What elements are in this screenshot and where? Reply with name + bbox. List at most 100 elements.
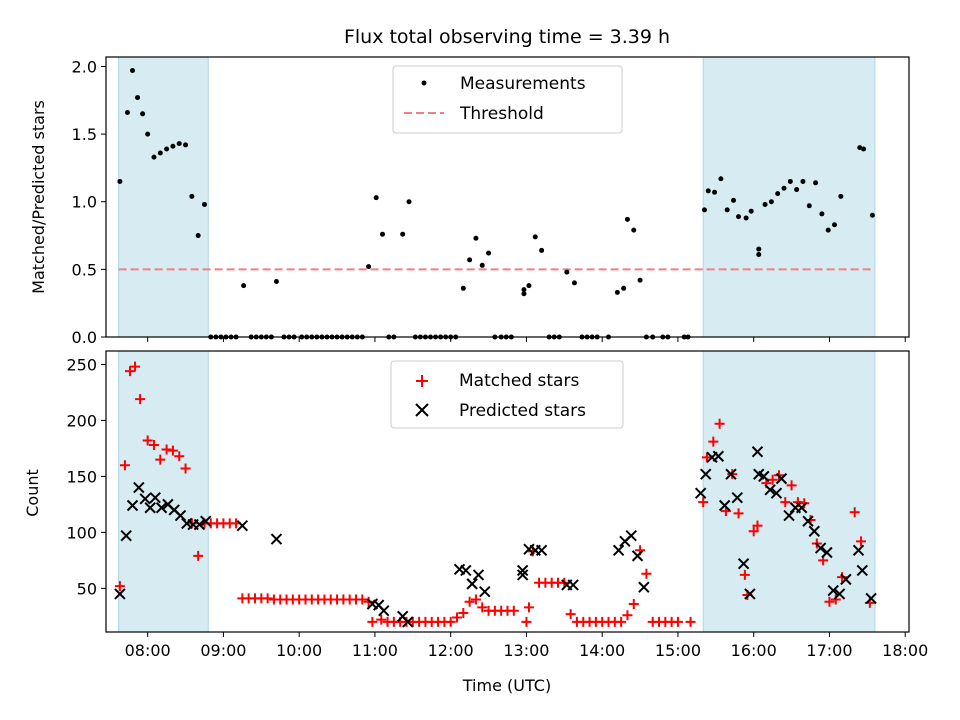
matched-point-100 [748,526,759,537]
measurement-point-70 [521,291,527,297]
x-tick-label-4: 12:00 [428,641,474,660]
measurement-point-0 [117,178,123,184]
measurement-point-111 [794,187,800,193]
matched-point-4 [135,394,146,405]
measurement-point-114 [813,180,819,186]
matched-point-2 [124,366,135,377]
predicted-point-53 [775,472,788,485]
y-tick-label-3: 1.5 [72,125,97,144]
matched-point-98 [739,569,750,580]
y-tick-label-2: 1.0 [72,193,97,212]
measurement-point-72 [532,234,538,240]
measurement-point-116 [825,227,831,233]
measurement-point-106 [762,201,768,207]
y-tick-label-0: 0.0 [72,328,97,347]
shaded-region-0 [118,350,209,633]
x-tick-label-2: 10:00 [276,641,322,660]
matched-point-39 [357,594,368,605]
predicted-point-28 [516,569,529,581]
predicted-point-33 [567,579,579,591]
measurement-point-2 [130,68,136,74]
predicted-point-2 [126,499,139,512]
shaded-region-0 [118,56,209,338]
measurement-point-120 [861,146,867,152]
y-tick-label-4: 2.0 [72,57,97,76]
measurement-point-112 [800,178,806,184]
matched-point-1 [119,460,130,471]
matched-point-56 [464,596,475,607]
predicted-point-58 [808,525,821,537]
matched-point-57 [470,594,481,605]
y-tick-label-1: 0.5 [72,260,97,279]
measurement-point-86 [624,216,630,222]
measurement-point-50 [406,199,412,205]
measurement-point-45 [373,195,379,201]
matched-point-80 [616,616,627,627]
matched-point-82 [628,599,639,610]
bottom-axes-frame [105,350,910,633]
legend-measurements-label: Measurements [460,74,586,94]
measurement-point-13 [195,233,201,239]
matched-point-90 [685,616,696,627]
predicted-point-64 [852,544,865,556]
predicted-point-48 [751,446,764,458]
matched-point-92 [701,452,712,463]
measurement-point-78 [571,280,577,286]
measurement-point-108 [775,191,781,197]
measurement-point-107 [768,199,774,205]
predicted-point-56 [795,502,808,514]
x-tick-label-0: 08:00 [125,641,171,660]
predicted-point-13 [193,518,206,531]
top-y-axis-label: Matched/Predicted stars [29,100,48,294]
predicted-point-34 [612,544,625,556]
bottom-data-points [114,361,877,628]
measurement-point-6 [151,154,157,160]
y-tick-label-4: 250 [66,355,97,374]
measurement-point-113 [806,203,812,209]
matched-point-93 [708,436,719,447]
matched-point-9 [167,445,178,456]
legend-predicted-label: Predicted stars [459,401,586,421]
x-tick-label-8: 16:00 [731,641,777,660]
predicted-point-52 [770,487,783,499]
shaded-region-1 [702,56,876,338]
legend-measurements-marker [421,80,427,86]
predicted-point-62 [833,588,846,600]
predicted-point-54 [783,509,795,522]
matched-point-40 [363,596,374,607]
measurement-point-95 [701,207,707,213]
measurement-point-97 [712,189,718,195]
measurement-point-85 [621,285,627,291]
measurement-point-84 [614,289,620,295]
bottom-panel: 50 100 150 200 250 08:00 09:00 10:00 11:00 12:00 1… [23,350,928,695]
predicted-point-25 [472,569,485,581]
measurement-point-118 [838,193,844,199]
predicted-point-39 [694,487,707,499]
y-tick-label-2: 150 [66,467,97,486]
predicted-point-46 [737,558,750,570]
top-legend-box [392,65,623,134]
predicted-point-45 [731,491,743,504]
matched-point-81 [622,610,633,621]
x-tick-label-7: 15:00 [655,641,701,660]
y-tick-label-0: 50 [77,579,97,598]
predicted-point-1 [120,530,132,542]
predicted-point-51 [764,484,776,496]
measurement-point-110 [787,178,793,184]
matched-point-72 [565,609,576,620]
x-tick-label-3: 11:00 [352,641,398,660]
measurement-point-88 [637,277,643,283]
measurement-point-117 [832,222,838,228]
matched-point-91 [698,497,709,508]
measurement-point-87 [631,227,637,233]
predicted-point-23 [460,564,472,577]
predicted-point-16 [270,533,283,545]
predicted-point-21 [402,616,414,628]
measurement-point-12 [189,193,195,199]
measurement-point-99 [724,207,730,213]
y-tick-label-1: 100 [66,523,97,542]
measurement-point-3 [135,95,141,101]
top-axes-frame [105,56,910,338]
predicted-point-38 [638,581,650,593]
measurement-point-104 [756,246,762,252]
